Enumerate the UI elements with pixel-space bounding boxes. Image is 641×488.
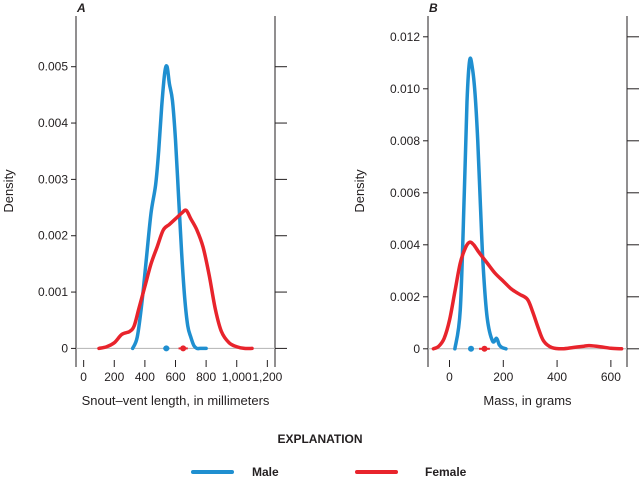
panel-a-x-tick-label: 800 — [196, 370, 216, 384]
panel-a-x-tick-label: 1,000 — [222, 370, 252, 384]
panel-b-y-axis-title: Density — [352, 169, 367, 213]
panel-a-y-ticks: 0 0.001 0.002 0.003 0.004 0.005 — [38, 60, 287, 355]
explanation-title: EXPLANATION — [277, 432, 362, 446]
panel-b-female-median-point — [481, 345, 488, 352]
panel-a-y-axis-title: Density — [1, 169, 16, 213]
panel-a-x-tick-label: 600 — [165, 370, 185, 384]
panel-a-y-tick-label: 0.003 — [38, 172, 68, 186]
panel-b-y-tick-label: 0 — [413, 342, 420, 356]
panel-a-y-tick-label: 0.004 — [38, 116, 68, 130]
panel-b-x-tick-label: 600 — [601, 370, 621, 384]
panel-a-y-tick-label: 0.002 — [38, 229, 68, 243]
panel-a-male-median-point — [163, 345, 170, 352]
panel-b-y-tick-label: 0.002 — [390, 290, 420, 304]
panel-b-x-tick-label: 200 — [493, 370, 513, 384]
panel-a-female-density-line — [97, 208, 254, 351]
panel-b-x-axis-title: Mass, in grams — [483, 393, 572, 408]
panel-a-x-tick-label: 200 — [104, 370, 124, 384]
panel-a-male-density-line — [130, 64, 208, 351]
panel-a-female-median-point — [180, 345, 187, 352]
panel-a-y-tick-label: 0.005 — [38, 60, 68, 74]
panel-b-y-tick-label: 0.012 — [390, 30, 420, 44]
panel-a-series — [97, 64, 254, 352]
panel-b-x-ticks: 0 200 400 600 — [446, 360, 621, 384]
panel-a-x-tick-label: 1,200 — [252, 370, 282, 384]
legend-label-female: Female — [425, 465, 467, 479]
panel-a-x-ticks: 0 200 400 600 800 1,000 1,200 — [80, 360, 283, 384]
panel-b-x-tick-label: 400 — [547, 370, 567, 384]
panel-a-y-tick-label: 0.001 — [38, 285, 68, 299]
panel-b: B 0 0.002 0.004 0.006 0.008 0.010 0.012 0 200 40… — [352, 1, 639, 408]
panel-a-x-axis-title: Snout–vent length, in millimeters — [82, 393, 270, 408]
panel-b-male-median-point — [468, 345, 475, 352]
panel-b-y-tick-label: 0.010 — [390, 82, 420, 96]
panel-b-y-tick-label: 0.004 — [390, 238, 420, 252]
panel-b-female-density-line — [431, 240, 624, 351]
panel-b-series — [431, 56, 624, 352]
panel-a-x-tick-label: 400 — [135, 370, 155, 384]
explanation-legend: EXPLANATION Male Female — [191, 432, 467, 479]
panel-a-x-tick-label: 0 — [80, 370, 87, 384]
panel-b-y-tick-label: 0.006 — [390, 186, 420, 200]
panel-b-male-density-line — [453, 56, 508, 351]
panel-a-y-tick-label: 0 — [61, 341, 68, 355]
panel-a: A 0 0.001 0.002 0.003 0.004 0.005 0 200 400 600 8… — [1, 1, 287, 408]
panel-a-letter: A — [76, 1, 86, 15]
legend-label-male: Male — [252, 465, 279, 479]
panel-b-y-ticks: 0 0.002 0.004 0.006 0.008 0.010 0.012 — [390, 30, 639, 356]
panel-b-letter: B — [429, 1, 438, 15]
panel-b-x-tick-label: 0 — [446, 370, 453, 384]
panel-b-y-tick-label: 0.008 — [390, 134, 420, 148]
